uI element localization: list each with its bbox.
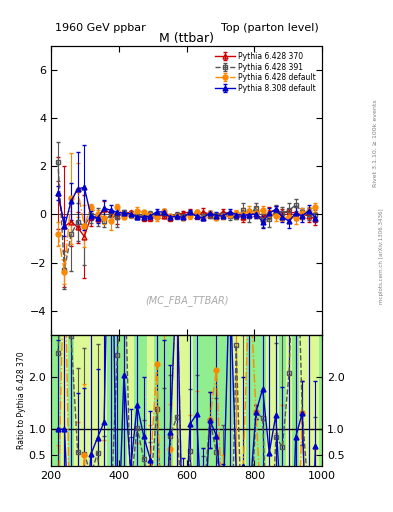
Bar (127, 335, 134, 466)
Bar (272, 335, 279, 466)
Text: Rivet 3.1.10, ≥ 100k events: Rivet 3.1.10, ≥ 100k events (373, 99, 378, 187)
Bar (61, 335, 68, 466)
Bar (180, 335, 187, 466)
Legend: Pythia 6.428 370, Pythia 6.428 391, Pythia 6.428 default, Pythia 8.308 default: Pythia 6.428 370, Pythia 6.428 391, Pyth… (213, 50, 318, 95)
Bar (286, 335, 292, 466)
Bar (101, 335, 107, 466)
Bar (233, 335, 239, 466)
Title: M (ttbar): M (ttbar) (159, 32, 214, 45)
Bar (187, 335, 193, 466)
Bar (239, 335, 246, 466)
Bar (81, 335, 88, 466)
Bar (173, 335, 180, 466)
Bar (312, 335, 319, 466)
Bar (88, 335, 94, 466)
Bar (147, 335, 154, 466)
Bar (299, 335, 306, 466)
Bar (266, 335, 272, 466)
Text: (MC_FBA_TTBAR): (MC_FBA_TTBAR) (145, 294, 228, 306)
Bar (94, 335, 101, 466)
Text: Top (parton level): Top (parton level) (220, 23, 318, 33)
Bar (74, 335, 81, 466)
Y-axis label: Ratio to Pythia 6.428 370: Ratio to Pythia 6.428 370 (17, 352, 26, 449)
Text: mcplots.cern.ch [arXiv:1306.3436]: mcplots.cern.ch [arXiv:1306.3436] (380, 208, 384, 304)
Text: 1960 GeV ppbar: 1960 GeV ppbar (55, 23, 146, 33)
Bar (306, 335, 312, 466)
